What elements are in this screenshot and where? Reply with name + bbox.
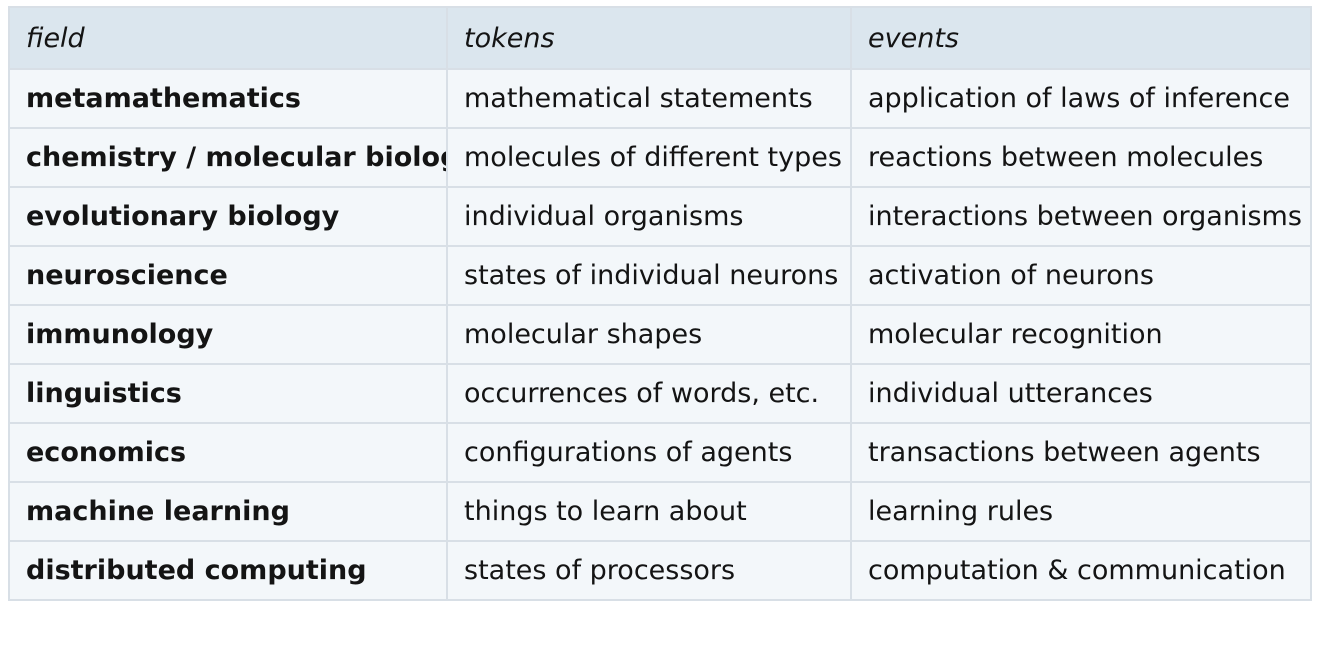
fields-table: field tokens events metamathematics math… [8, 6, 1312, 601]
cell-events: learning rules [850, 481, 1312, 542]
table-row: neuroscience states of individual neuron… [8, 245, 1312, 306]
table-header: field tokens events [8, 6, 1312, 70]
cell-field: economics [8, 422, 448, 483]
cell-tokens: configurations of agents [446, 422, 852, 483]
cell-field: neuroscience [8, 245, 448, 306]
cell-events: activation of neurons [850, 245, 1312, 306]
cell-events: interactions between organisms [850, 186, 1312, 247]
table-row: machine learning things to learn about l… [8, 481, 1312, 542]
cell-field: machine learning [8, 481, 448, 542]
cell-events: application of laws of inference [850, 68, 1312, 129]
table-body: metamathematics mathematical statements … [8, 68, 1312, 601]
table-container: field tokens events metamathematics math… [8, 6, 1312, 601]
table-row: immunology molecular shapes molecular re… [8, 304, 1312, 365]
table-row: distributed computing states of processo… [8, 540, 1312, 601]
cell-tokens: individual organisms [446, 186, 852, 247]
table-row: metamathematics mathematical statements … [8, 68, 1312, 129]
table-row: linguistics occurrences of words, etc. i… [8, 363, 1312, 424]
table-row: economics configurations of agents trans… [8, 422, 1312, 483]
cell-tokens: occurrences of words, etc. [446, 363, 852, 424]
cell-field: distributed computing [8, 540, 448, 601]
cell-tokens: molecules of different types [446, 127, 852, 188]
cell-field: evolutionary biology [8, 186, 448, 247]
cell-field: chemistry / molecular biology [8, 127, 448, 188]
cell-field: immunology [8, 304, 448, 365]
cell-events: individual utterances [850, 363, 1312, 424]
cell-events: reactions between molecules [850, 127, 1312, 188]
cell-field: metamathematics [8, 68, 448, 129]
header-tokens: tokens [446, 6, 852, 70]
cell-tokens: molecular shapes [446, 304, 852, 365]
table-row: evolutionary biology individual organism… [8, 186, 1312, 247]
cell-tokens: things to learn about [446, 481, 852, 542]
cell-tokens: states of processors [446, 540, 852, 601]
cell-events: transactions between agents [850, 422, 1312, 483]
header-events: events [850, 6, 1312, 70]
cell-events: molecular recognition [850, 304, 1312, 365]
table-row: chemistry / molecular biology molecules … [8, 127, 1312, 188]
header-row: field tokens events [8, 6, 1312, 70]
cell-events: computation & communication [850, 540, 1312, 601]
cell-tokens: states of individual neurons [446, 245, 852, 306]
cell-tokens: mathematical statements [446, 68, 852, 129]
header-field: field [8, 6, 448, 70]
cell-field: linguistics [8, 363, 448, 424]
